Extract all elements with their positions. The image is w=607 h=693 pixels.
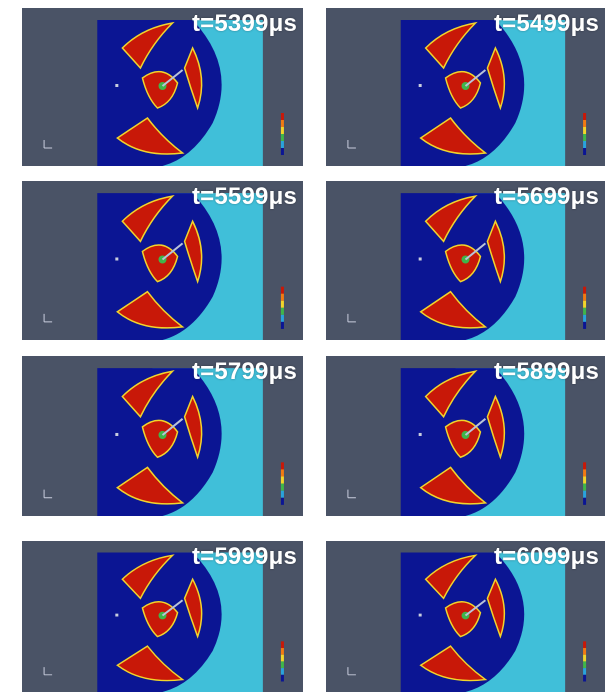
time-label: t=5599μs <box>191 183 297 210</box>
marker <box>418 613 422 617</box>
axes-glyph <box>43 140 53 149</box>
probe-line <box>161 242 184 261</box>
flow-field-plot <box>347 368 587 516</box>
axes-glyph <box>43 489 53 499</box>
marker <box>418 432 422 436</box>
simulation-frame: t=5699μs <box>326 181 605 340</box>
flow-structure <box>121 370 175 419</box>
axes-glyph <box>347 667 356 676</box>
color-legend <box>583 113 587 155</box>
probe-line <box>161 69 184 87</box>
probe-line <box>464 242 487 261</box>
time-label: t=5899μs <box>493 358 599 385</box>
color-legend <box>280 286 284 329</box>
color-legend <box>583 641 587 682</box>
flow-structure <box>183 219 203 284</box>
flow-field-plot <box>347 20 587 166</box>
color-legend <box>583 462 587 505</box>
axes-glyph <box>347 313 356 323</box>
flow-structure <box>486 577 506 639</box>
flow-structure <box>424 194 478 243</box>
flow-structure <box>116 466 185 505</box>
axes-glyph <box>43 313 53 323</box>
time-label: t=5399μs <box>191 10 297 37</box>
marker <box>115 613 119 617</box>
time-label: t=5699μs <box>493 183 599 210</box>
axes-glyph <box>347 489 356 499</box>
flow-structure <box>419 290 488 329</box>
flow-structure <box>486 219 506 284</box>
probe-line <box>161 417 184 436</box>
color-legend <box>280 641 284 682</box>
flow-structure <box>183 577 203 639</box>
axes-glyph <box>347 140 356 149</box>
simulation-frame: t=5799μs <box>22 356 303 516</box>
flow-structure <box>424 21 478 70</box>
flow-structure <box>121 194 175 243</box>
flow-field-plot <box>43 193 284 340</box>
probe-line <box>464 69 487 87</box>
flow-structure <box>486 46 506 111</box>
flow-structure <box>183 46 203 111</box>
time-label: t=5799μs <box>191 358 297 385</box>
flow-structure <box>121 21 175 70</box>
flow-structure <box>116 116 185 155</box>
probe-line <box>161 599 184 617</box>
axes-glyph <box>43 667 53 676</box>
flow-structure <box>116 290 185 329</box>
time-label: t=5999μs <box>191 543 297 570</box>
flow-structure <box>419 466 488 505</box>
color-legend <box>583 286 587 329</box>
simulation-frame: t=5399μs <box>22 8 303 166</box>
probe-line <box>464 417 487 436</box>
flow-structure <box>419 645 488 682</box>
simulation-frame: t=5499μs <box>326 8 605 166</box>
time-label: t=6099μs <box>493 543 599 570</box>
flow-structure <box>116 645 185 682</box>
flow-field-plot <box>347 552 587 692</box>
flow-field-plot <box>43 20 284 166</box>
simulation-frame: t=6099μs <box>326 541 605 692</box>
color-legend <box>280 113 284 155</box>
flow-field-plot <box>43 552 284 692</box>
marker <box>115 84 119 87</box>
probe-line <box>464 599 487 617</box>
flow-structure <box>183 394 203 460</box>
marker <box>418 84 422 87</box>
flow-field-plot <box>43 368 284 516</box>
time-label: t=5499μs <box>493 10 599 37</box>
flow-structure <box>419 116 488 155</box>
flow-structure <box>121 554 175 600</box>
marker <box>418 257 422 261</box>
marker <box>115 257 119 261</box>
flow-structure <box>486 394 506 460</box>
flow-structure <box>424 370 478 419</box>
simulation-frame: t=5899μs <box>326 356 605 516</box>
flow-field-plot <box>347 193 587 340</box>
simulation-frame: t=5999μs <box>22 541 303 692</box>
color-legend <box>280 462 284 505</box>
flow-structure <box>424 554 478 600</box>
marker <box>115 432 119 436</box>
simulation-frame: t=5599μs <box>22 181 303 340</box>
